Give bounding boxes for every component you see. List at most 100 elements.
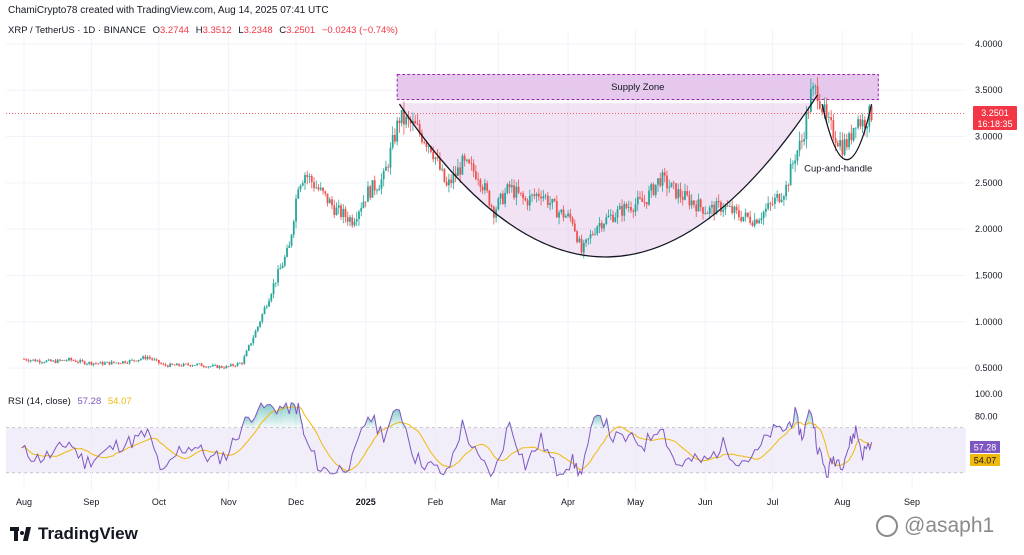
candle-body [800,140,803,142]
candle-body [742,216,745,222]
supply-zone-box[interactable] [396,73,879,100]
candle-body [333,205,336,215]
candle-body [238,362,241,364]
candle-body [99,362,102,364]
candle [272,278,275,299]
candle [522,190,524,205]
rsi-overbought-segment [245,417,249,428]
candle-body [155,359,158,361]
candle [486,180,489,193]
rsi-overbought-segment [251,417,255,428]
candle [477,172,480,186]
candle-body [483,183,486,191]
rsi-overbought-segment [787,421,790,428]
candle [789,158,792,186]
candle-body [382,170,385,180]
candle-body [441,168,444,170]
handle-curve[interactable] [821,103,873,161]
candle-body [767,203,770,209]
time-tick-label: Feb [428,497,444,507]
candle-body [605,217,608,224]
candle [52,359,55,362]
candle-body [92,363,95,365]
candle-body [263,307,266,315]
candle [358,209,360,226]
rsi-legend-value: 57.28 [77,396,102,407]
candle-body [340,205,342,218]
price-tick-label: 3.5000 [975,85,1003,95]
candle-body [510,185,513,188]
rsi-overbought-segment [587,427,591,428]
candle-body [218,366,221,369]
candle-body [353,221,356,226]
candle-body [870,105,873,120]
candle [369,184,372,200]
candle-body [367,186,369,202]
rsi-overbought-segment [267,404,271,428]
candle-body [126,362,129,364]
candle [202,364,205,369]
cup-curve[interactable] [398,94,819,258]
candle [364,201,367,208]
candle-body [83,361,86,365]
candle-body [591,234,594,235]
candle [845,133,848,151]
candle-body [686,191,689,196]
candle [29,359,32,363]
candle [169,362,172,368]
candle [675,183,677,200]
candle-body [654,184,657,195]
candle-body [580,238,583,253]
candle-body [609,214,612,216]
rsi-label[interactable]: RSI (14, close) [8,396,71,407]
tradingview-logo[interactable]: TradingView [10,524,138,544]
candle-body [198,363,201,365]
rsi-legend-ma: 54.07 [107,396,132,407]
close-label: C [279,25,287,36]
candle-body [335,207,338,215]
candle [501,190,504,205]
candle-body [371,180,374,198]
candle [236,362,239,367]
candle [591,230,594,236]
candle [41,361,43,365]
candle [83,360,86,365]
candle-body [272,283,275,295]
candle-body [845,139,848,148]
candle [776,190,779,202]
candle-body [90,361,93,365]
rsi-legend[interactable]: RSI (14, close) 57.28 54.07 [8,396,132,407]
high-label: H [195,25,203,36]
candle [178,363,181,367]
candle-body [277,269,279,283]
symbol-legend[interactable]: XRP / TetherUS · 1D · BINANCE O3.2744 H3… [8,25,398,36]
candle [182,362,185,367]
symbol-name[interactable]: XRP / TetherUS · 1D · BINANCE [8,25,146,36]
rsi-line [21,401,873,478]
rsi-overbought-segment [291,403,293,428]
candle [337,199,340,215]
candle [470,156,473,171]
candle-body [517,186,520,193]
candle [596,225,599,236]
candle-body [501,193,504,204]
candle-body [450,179,453,184]
candle-body [794,160,797,164]
candle-body [504,192,507,204]
open-label: O [152,25,160,36]
candle [295,194,297,229]
candle [796,149,799,165]
candle [699,198,702,212]
candle-body [461,155,464,175]
candle-body [290,234,293,246]
candle-body [124,361,127,363]
candle-body [866,126,868,129]
close-value: 3.2501 [286,25,316,36]
high-value: 3.3512 [202,25,232,36]
rsi-tick-label: 80.00 [975,412,998,422]
candle-body [241,362,243,364]
candle [72,359,75,362]
watermark-text: @asaph1 [904,514,995,537]
candle-body [715,201,718,215]
candle-body [785,184,788,197]
